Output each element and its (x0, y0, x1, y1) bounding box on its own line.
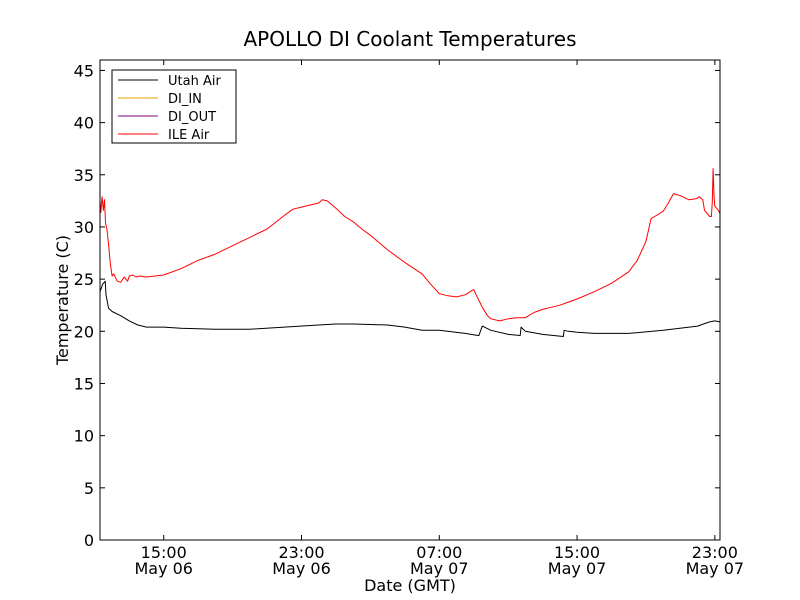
legend-label-di-in: DI_IN (168, 92, 202, 107)
y-tick-label: 5 (84, 479, 94, 498)
y-tick-label: 45 (74, 61, 94, 80)
series-layer (99, 168, 721, 337)
x-tick-date-label: May 07 (686, 559, 745, 578)
y-axis-label: Temperature (C) (53, 235, 72, 366)
x-tick-label: 15:00 (141, 543, 187, 562)
y-tick-label: 25 (74, 270, 94, 289)
y-tick-label: 20 (74, 322, 94, 341)
x-tick-date-label: May 06 (272, 559, 331, 578)
legend-box (111, 69, 237, 144)
plot-frame (99, 59, 721, 541)
y-tick-label: 30 (74, 218, 94, 237)
chart-title: APOLLO DI Coolant Temperatures (243, 27, 576, 51)
x-tick-label: 23:00 (692, 543, 738, 562)
x-tick-date-label: May 06 (134, 559, 193, 578)
legend-label-ile-air: ILE Air (168, 128, 210, 143)
y-tick-label: 0 (84, 531, 94, 550)
series-line-utah-air (99, 280, 721, 337)
y-tick-label: 40 (74, 114, 94, 133)
legend-label-di-out: DI_OUT (168, 110, 216, 125)
x-tick-date-label: May 07 (548, 559, 607, 578)
y-tick-label: 15 (74, 374, 94, 393)
x-tick-label: 23:00 (278, 543, 324, 562)
x-tick-label: 15:00 (554, 543, 600, 562)
x-tick-label: 07:00 (416, 543, 462, 562)
y-tick-label: 10 (74, 427, 94, 446)
x-tick-date-label: May 07 (410, 559, 469, 578)
y-tick-label: 35 (74, 166, 94, 185)
x-axis-label: Date (GMT) (364, 576, 456, 595)
legend-label-utah-air: Utah Air (168, 74, 221, 89)
series-line-ile-air (99, 168, 721, 322)
legend: Utah Air DI_IN DI_OUT ILE Air (111, 69, 237, 144)
